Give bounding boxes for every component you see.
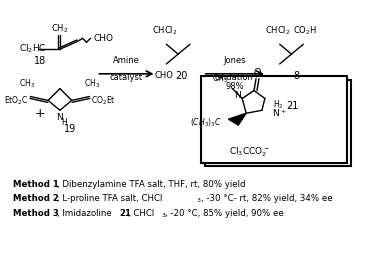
Text: CH$_3$: CH$_3$ [19, 77, 36, 90]
Text: 3: 3 [197, 198, 201, 204]
Text: H$_2$: H$_2$ [273, 98, 283, 111]
Text: 20: 20 [175, 71, 187, 81]
Text: 8: 8 [293, 71, 299, 81]
Text: H: H [61, 118, 67, 127]
Text: CHO: CHO [155, 71, 174, 80]
Text: CHCl$_2$: CHCl$_2$ [265, 25, 290, 37]
Text: , Dibenzylamine TFA salt, THF, rt, 80% yield: , Dibenzylamine TFA salt, THF, rt, 80% y… [57, 180, 245, 189]
Text: Cl$_3$CCO$_2^-$: Cl$_3$CCO$_2^-$ [229, 146, 269, 159]
Text: 3: 3 [162, 213, 165, 218]
Polygon shape [229, 113, 246, 125]
Text: $(CH_3)_3C$: $(CH_3)_3C$ [190, 117, 221, 129]
Text: 18: 18 [34, 56, 46, 66]
Text: , Imidazoline: , Imidazoline [57, 209, 114, 218]
Text: CO$_2$Et: CO$_2$Et [91, 94, 116, 107]
Text: Method 3: Method 3 [13, 209, 58, 218]
Text: Amine: Amine [113, 56, 140, 65]
Text: CHO: CHO [93, 34, 113, 43]
Text: 19: 19 [64, 124, 76, 134]
Text: +: + [35, 107, 45, 120]
Text: 21: 21 [119, 209, 131, 218]
Text: 98%: 98% [225, 82, 244, 91]
Text: Method 1: Method 1 [13, 180, 58, 189]
Text: Cl$_2$HC: Cl$_2$HC [18, 43, 46, 55]
Text: , L-proline TFA salt, CHCl: , L-proline TFA salt, CHCl [57, 195, 162, 204]
Text: Jones: Jones [223, 56, 246, 65]
Text: CHCl$_2$: CHCl$_2$ [152, 25, 177, 37]
Text: EtO$_2$C: EtO$_2$C [4, 94, 28, 107]
Bar [205, 80, 350, 166]
Text: oxidation: oxidation [215, 73, 254, 82]
Text: , CHCl: , CHCl [128, 209, 154, 218]
Text: CH$_2$: CH$_2$ [51, 22, 69, 35]
Text: catalyst: catalyst [109, 73, 143, 82]
Text: Method 2: Method 2 [13, 195, 58, 204]
Bar [201, 76, 347, 163]
Text: O: O [253, 68, 261, 78]
Text: , -30 °C- rt, 82% yield, 34% ee: , -30 °C- rt, 82% yield, 34% ee [201, 195, 332, 204]
Text: N: N [56, 113, 63, 122]
Text: N$^+$: N$^+$ [272, 107, 287, 119]
Text: CO$_2$H: CO$_2$H [293, 25, 317, 37]
Text: , -20 °C, 85% yield, 90% ee: , -20 °C, 85% yield, 90% ee [165, 209, 284, 218]
Text: 21: 21 [287, 101, 299, 111]
Text: CH$_3$: CH$_3$ [212, 72, 229, 85]
Text: N: N [234, 91, 241, 100]
Text: CH$_3$: CH$_3$ [84, 77, 100, 90]
